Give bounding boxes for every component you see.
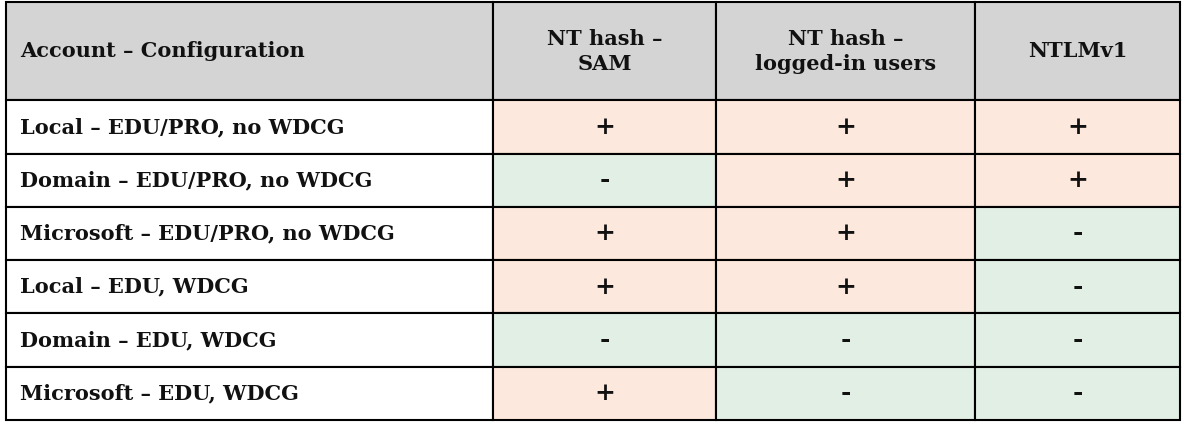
Text: Microsoft – EDU/PRO, no WDCG: Microsoft – EDU/PRO, no WDCG (20, 224, 395, 243)
Text: +: + (835, 115, 856, 139)
Bar (975, 100, 1180, 154)
Text: +: + (1067, 115, 1088, 139)
Bar (975, 154, 1180, 207)
Bar (975, 2, 1180, 100)
Text: NT hash –
logged-in users: NT hash – logged-in users (754, 29, 936, 73)
Text: Local – EDU/PRO, no WDCG: Local – EDU/PRO, no WDCG (20, 117, 345, 137)
Text: -: - (1072, 381, 1083, 405)
Bar (716, 2, 975, 100)
Bar (975, 367, 1180, 420)
Bar (6, 2, 493, 100)
Text: +: + (594, 275, 616, 299)
Bar (6, 154, 493, 207)
Bar (716, 154, 975, 207)
Text: +: + (594, 115, 616, 139)
Bar (493, 207, 716, 260)
Text: Domain – EDU/PRO, no WDCG: Domain – EDU/PRO, no WDCG (20, 170, 372, 190)
Text: NT hash –
SAM: NT hash – SAM (547, 29, 663, 73)
Bar (493, 367, 716, 420)
Text: -: - (1072, 222, 1083, 246)
Text: +: + (835, 275, 856, 299)
Text: -: - (600, 168, 610, 192)
Bar (6, 100, 493, 154)
Text: -: - (1072, 275, 1083, 299)
Bar (493, 314, 716, 367)
Bar (493, 260, 716, 314)
Text: +: + (594, 381, 616, 405)
Text: Domain – EDU, WDCG: Domain – EDU, WDCG (20, 330, 276, 350)
Bar (975, 260, 1180, 314)
Bar (6, 314, 493, 367)
Bar (6, 367, 493, 420)
Text: -: - (600, 328, 610, 352)
Bar (6, 260, 493, 314)
Bar (716, 207, 975, 260)
Text: NTLMv1: NTLMv1 (1027, 41, 1127, 61)
Bar (493, 154, 716, 207)
Bar (716, 100, 975, 154)
Text: +: + (594, 222, 616, 246)
Text: -: - (1072, 328, 1083, 352)
Text: +: + (835, 222, 856, 246)
Bar (975, 207, 1180, 260)
Text: Local – EDU, WDCG: Local – EDU, WDCG (20, 277, 249, 297)
Bar (975, 314, 1180, 367)
Bar (493, 100, 716, 154)
Text: Microsoft – EDU, WDCG: Microsoft – EDU, WDCG (20, 383, 299, 403)
Text: -: - (840, 381, 850, 405)
Text: +: + (835, 168, 856, 192)
Bar (493, 2, 716, 100)
Bar (716, 314, 975, 367)
Bar (6, 207, 493, 260)
Text: -: - (840, 328, 850, 352)
Bar (716, 367, 975, 420)
Bar (716, 260, 975, 314)
Text: Account – Configuration: Account – Configuration (20, 41, 305, 61)
Text: +: + (1067, 168, 1088, 192)
